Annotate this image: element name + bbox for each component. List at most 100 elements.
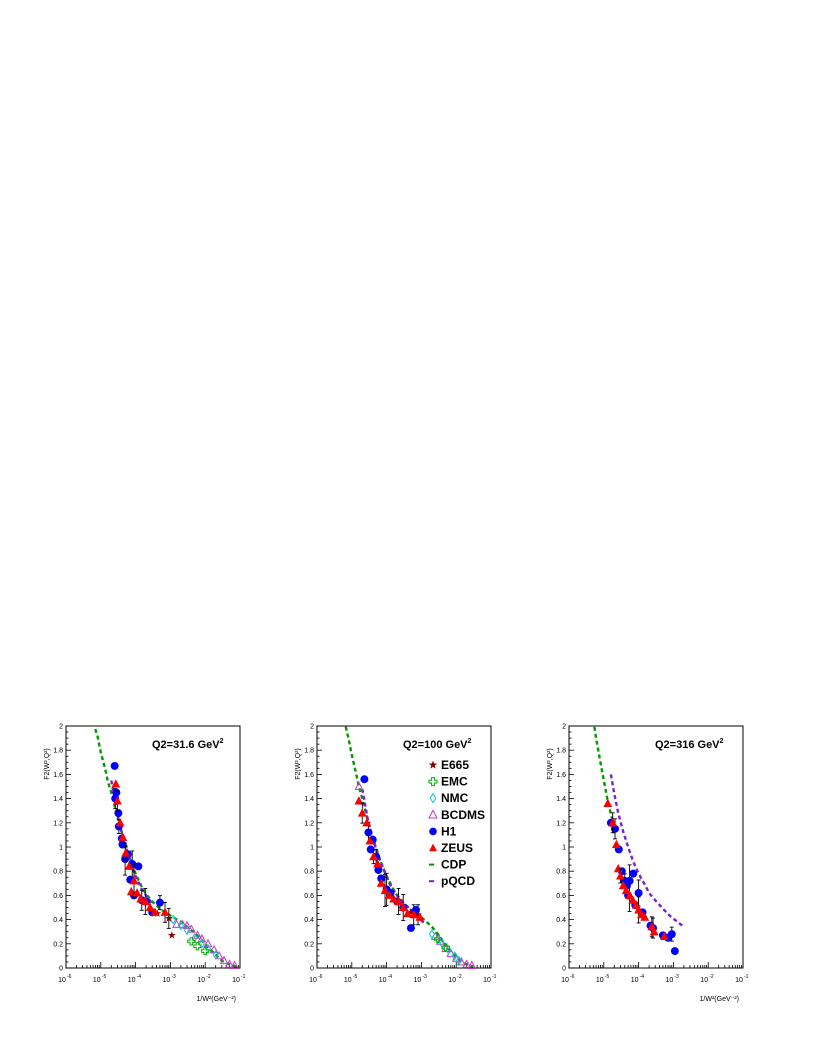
zeus-point [140,896,150,905]
zeus-point [126,886,136,896]
y-tick-label: 1.4 [556,796,566,803]
zeus-point [625,890,634,899]
bcdms-point [467,960,477,969]
legend-label-emc: EMC [441,775,468,789]
legend-label-bcdms: BCDMS [441,808,485,822]
h1-point [134,862,143,871]
x-tick-label: 10 [163,977,171,984]
legend-marker-e665 [428,760,438,769]
h1-point [360,775,369,784]
nmc-point [212,949,219,960]
y-tick-label: 2 [59,724,63,731]
bcdms-point [197,933,207,943]
nmc-point [455,955,463,966]
cdp-curve [593,726,616,826]
emc-point [193,942,202,951]
pqcd-curve [609,774,684,927]
h1-point [364,828,373,837]
zeus-point [398,902,408,912]
x-tick-label: 10 [93,977,101,984]
panel-title: Q2=100 GeV2 [403,738,472,751]
y-tick-label: 0.2 [556,941,566,948]
zeus-point [124,861,134,870]
x-tick-exponent: -5 [102,974,107,980]
bcdms-point [219,955,229,965]
zeus-point [362,817,372,827]
x-tick-exponent: -1 [744,974,749,980]
plot-frame [65,725,241,969]
zeus-point [129,876,139,885]
y-axis-label: F2(W²,Q²) [295,748,302,780]
panel-title-superscript: 2 [468,738,472,745]
cdp-curve [93,726,238,968]
y-tick-label: 0.2 [53,941,63,948]
x-tick-exponent: -5 [605,974,610,980]
x-tick-exponent: -5 [353,974,358,980]
zeus-point [357,808,367,817]
zeus-point [132,888,142,897]
h1-point [670,947,679,956]
zeus-point [628,895,638,904]
zeus-point [115,817,125,827]
x-tick-exponent: -6 [67,974,72,980]
x-tick-label: 10 [128,977,136,984]
nmc-point [198,938,205,949]
e665-point [406,908,415,916]
x-tick-exponent: -3 [674,974,679,980]
x-tick-exponent: -1 [492,974,497,980]
x-tick-label: 10 [448,977,456,984]
legend-label-h1: H1 [441,824,457,838]
bcdms-point [456,956,466,966]
zeus-point [659,931,669,941]
x-tick-label: 10 [414,977,422,984]
bcdms-point [225,959,234,968]
y-tick-label: 0 [310,966,314,973]
x-tick-label: 10 [232,977,240,984]
y-tick-label: 0.8 [53,869,63,876]
zeus-point [113,796,122,805]
x-tick-label: 10 [666,977,674,984]
emc-point [433,934,443,944]
nmc-point [451,951,458,961]
emc-point [187,937,196,946]
zeus-point [608,817,618,827]
h1-point [406,924,415,933]
y-tick-label: 0.4 [53,917,63,924]
y-tick-label: 0.8 [556,869,566,876]
panel-title-superscript: 2 [220,738,224,745]
zeus-point [380,885,390,895]
y-tick-label: 0.6 [53,893,63,900]
zeus-point [369,851,378,861]
zeus-point [150,907,160,916]
y-axis-label: F2(W²,Q²) [44,748,51,780]
x-tick-label: 10 [197,977,205,984]
x-tick-label: 10 [379,977,387,984]
h1-point [114,809,123,818]
zeus-point [611,839,621,849]
x-tick-exponent: -6 [570,974,575,980]
x-axis-label: 1/W²(GeV⁻²) [700,996,739,1003]
x-tick-label: 10 [344,977,352,984]
y-tick-label: 1.8 [53,748,63,755]
zeus-point [376,878,386,887]
zeus-point [389,894,399,903]
zeus-point [603,798,613,807]
zeus-point [403,908,412,918]
h1-point [366,845,375,854]
y-tick-label: 1.4 [53,796,63,803]
x-tick-exponent: -4 [640,974,645,980]
panel-title-superscript: 2 [720,738,724,745]
h1-point [112,788,121,797]
bcdms-point [182,920,192,930]
nmc-point [170,914,177,925]
legend-marker-emc [428,777,438,787]
x-tick-label: 10 [596,977,604,984]
e665-point [164,914,173,922]
legend-marker-nmc [429,792,437,804]
h1-point [374,866,383,874]
y-tick-label: 0.4 [304,917,314,924]
y-tick-label: 0 [59,966,63,973]
